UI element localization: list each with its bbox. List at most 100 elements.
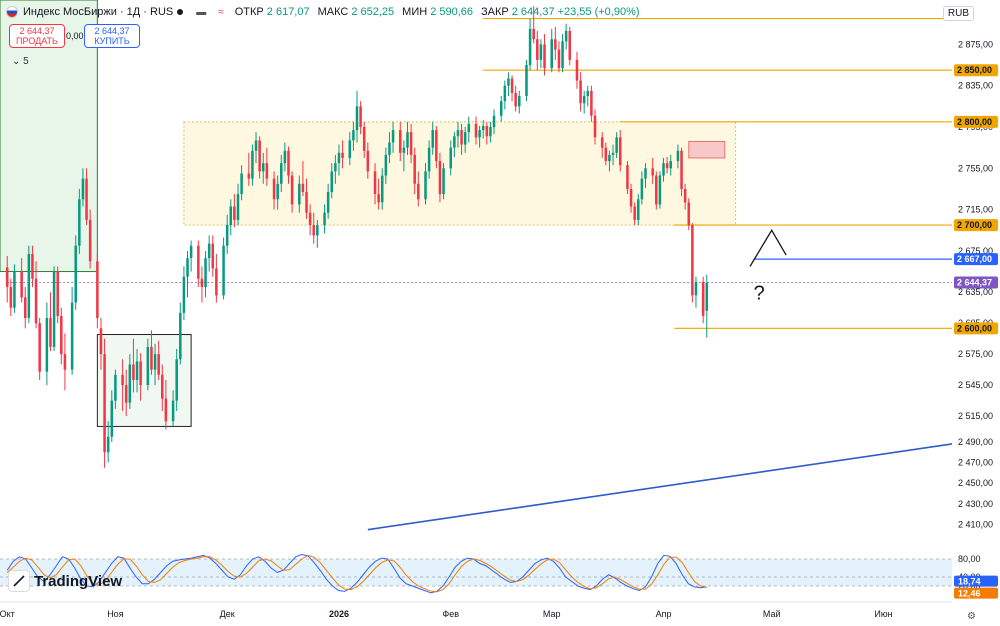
time-tick-label: 2026	[329, 609, 349, 619]
candle-body	[485, 125, 489, 137]
candle-body	[655, 175, 658, 205]
candle-body	[557, 49, 561, 69]
tradingview-logo[interactable]: TradingView	[8, 570, 122, 592]
candle-body	[20, 271, 23, 298]
candle-body	[402, 147, 406, 153]
buy-button[interactable]: 2 644,37 КУПИТЬ	[84, 24, 140, 48]
candle-body	[200, 278, 204, 288]
candle-body	[161, 374, 164, 399]
price-tick-label: 2 450,00	[958, 478, 993, 488]
candle-body	[211, 243, 215, 269]
toggle-icon[interactable]: ▬	[196, 6, 207, 18]
candle-body	[518, 96, 521, 107]
zone-rect-3	[688, 140, 726, 159]
level-tag-label: 2 700,00	[957, 220, 992, 230]
candle-body	[204, 258, 207, 288]
stoch-k-line	[6, 553, 707, 594]
question-mark-label: ?	[754, 282, 765, 304]
candle-body	[261, 163, 265, 172]
candle-body	[334, 163, 337, 172]
candle-body	[705, 282, 709, 311]
candle-body	[287, 150, 290, 176]
price-axis-bg	[952, 0, 1000, 600]
currency-selector[interactable]: RUB	[942, 6, 974, 21]
candle-body	[456, 130, 460, 137]
price-tick-label: 2 635,00	[958, 287, 993, 297]
candle-body	[586, 90, 590, 97]
sell-button[interactable]: 2 644,37 ПРОДАТЬ	[9, 24, 65, 48]
candle-body	[99, 328, 103, 355]
candle-body	[280, 163, 283, 184]
candle-body	[503, 85, 507, 102]
level-tag-label: 2 850,00	[957, 65, 992, 75]
candle-body	[481, 125, 485, 131]
candle-body	[637, 199, 640, 220]
sell-label: ПРОДАТЬ	[16, 36, 58, 46]
low-label: МИН	[402, 6, 428, 18]
candle-body	[507, 78, 510, 86]
price-tick-label: 2 755,00	[958, 163, 993, 173]
candle-body	[103, 354, 106, 453]
candle-body	[658, 175, 662, 205]
candle-body	[74, 245, 77, 303]
symbol-title[interactable]: Индекс МосБиржи · 1Д · RUS	[23, 6, 174, 18]
candle-body	[272, 178, 276, 200]
candle-body	[575, 59, 579, 81]
time-tick-label: Ноя	[107, 609, 124, 619]
candle-body	[435, 130, 438, 162]
candle-body	[590, 90, 593, 116]
zone-rect-2	[183, 121, 737, 226]
candle-body	[301, 183, 305, 193]
candle-body	[132, 364, 135, 380]
indicator-collapse-toggle[interactable]: ⌄ 5	[12, 56, 29, 67]
price-tick-label: 2 875,00	[958, 39, 993, 49]
candle-body	[359, 106, 362, 127]
candle-body	[683, 188, 687, 203]
candle-body	[171, 400, 175, 422]
stoch-d-line	[6, 554, 707, 593]
price-tick-label: 2 470,00	[958, 458, 993, 468]
candle-body	[406, 132, 409, 148]
level-tag-bg	[954, 219, 998, 232]
candle-body	[579, 80, 582, 104]
buy-label: КУПИТЬ	[94, 36, 130, 46]
candle-body	[254, 140, 258, 151]
candle-body	[139, 361, 142, 386]
level-tag-label: 2 667,00	[957, 254, 992, 264]
candle-body	[539, 44, 543, 60]
candle-body	[251, 150, 254, 179]
candle-body	[337, 152, 341, 164]
settings-gear-icon[interactable]: ⚙	[967, 611, 976, 622]
candle-body	[694, 281, 698, 296]
time-tick-label: Апр	[656, 609, 672, 619]
open-value: 2 617,07	[266, 6, 310, 18]
candle-body	[611, 152, 615, 155]
candle-body	[153, 354, 157, 370]
candle-body	[651, 168, 654, 176]
compare-icon[interactable]: ≈	[218, 6, 224, 18]
candle-body	[492, 115, 496, 127]
candle-body	[550, 39, 553, 69]
candle-body	[391, 130, 395, 143]
candle-body	[52, 271, 56, 347]
price-tick-label: 2 430,00	[958, 499, 993, 509]
market-status-dot-icon	[177, 9, 184, 15]
candle-body	[510, 78, 514, 93]
level-tag-label: 2 644,37	[957, 278, 992, 288]
candle-body	[128, 364, 132, 403]
candle-body	[135, 361, 139, 380]
candle-body	[665, 163, 669, 169]
high-value: 2 652,25	[351, 6, 395, 18]
candle-body	[348, 140, 352, 158]
stoch-level-label: 80,00	[958, 554, 981, 564]
candle-body	[409, 132, 413, 155]
candle-body	[377, 194, 380, 203]
low-value: 2 590,66	[430, 6, 474, 18]
candle-body	[489, 126, 492, 137]
drawing-tool-icon[interactable]	[8, 570, 30, 592]
level-tag-bg	[954, 253, 998, 266]
candle-body	[222, 245, 225, 296]
open-label: ОТКР	[234, 6, 264, 18]
candle-body	[442, 168, 445, 195]
